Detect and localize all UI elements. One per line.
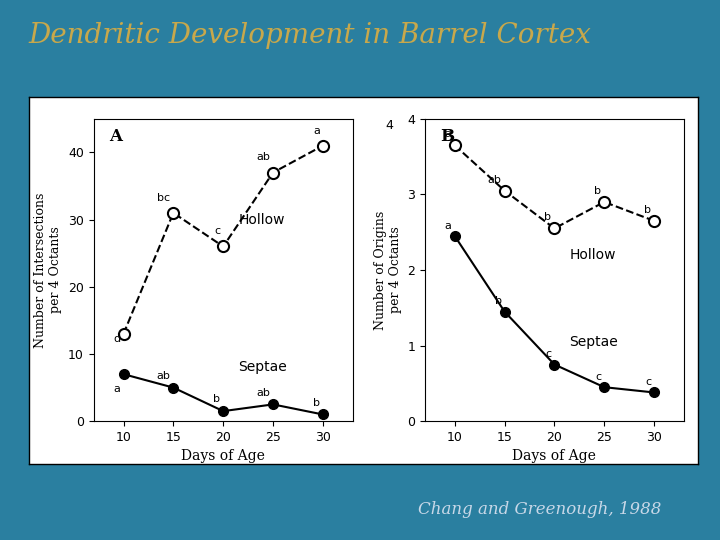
Text: c: c [545, 349, 552, 359]
Text: Hollow: Hollow [570, 248, 616, 262]
Text: b: b [213, 394, 220, 404]
Text: ab: ab [256, 388, 270, 397]
Text: b: b [495, 296, 502, 306]
Text: Chang and Greenough, 1988: Chang and Greenough, 1988 [418, 502, 662, 518]
Text: ab: ab [487, 174, 502, 185]
Text: b: b [313, 398, 320, 408]
Y-axis label: Number of Origins
per 4 Octants: Number of Origins per 4 Octants [374, 211, 402, 329]
Text: Hollow: Hollow [238, 213, 284, 227]
Text: 4: 4 [386, 119, 394, 132]
Text: a: a [313, 126, 320, 136]
Text: a: a [114, 384, 120, 394]
Text: Septae: Septae [238, 360, 287, 374]
X-axis label: Days of Age: Days of Age [513, 449, 596, 463]
Text: d: d [113, 334, 120, 344]
Text: c: c [645, 377, 651, 387]
Text: B: B [441, 128, 454, 145]
Text: b: b [544, 212, 552, 222]
Y-axis label: Number of Intersections
per 4 Octants: Number of Intersections per 4 Octants [35, 192, 63, 348]
Text: a: a [445, 221, 451, 231]
Text: bc: bc [157, 193, 171, 203]
Text: Dendritic Development in Barrel Cortex: Dendritic Development in Barrel Cortex [29, 22, 592, 49]
Text: b: b [594, 186, 601, 196]
X-axis label: Days of Age: Days of Age [181, 449, 265, 463]
Text: A: A [109, 128, 122, 145]
Text: a: a [445, 129, 451, 139]
Text: b: b [644, 205, 651, 215]
Text: c: c [595, 372, 601, 382]
Text: c: c [214, 226, 220, 237]
Text: ab: ab [156, 371, 171, 381]
Text: Septae: Septae [570, 335, 618, 349]
Text: ab: ab [256, 152, 270, 163]
